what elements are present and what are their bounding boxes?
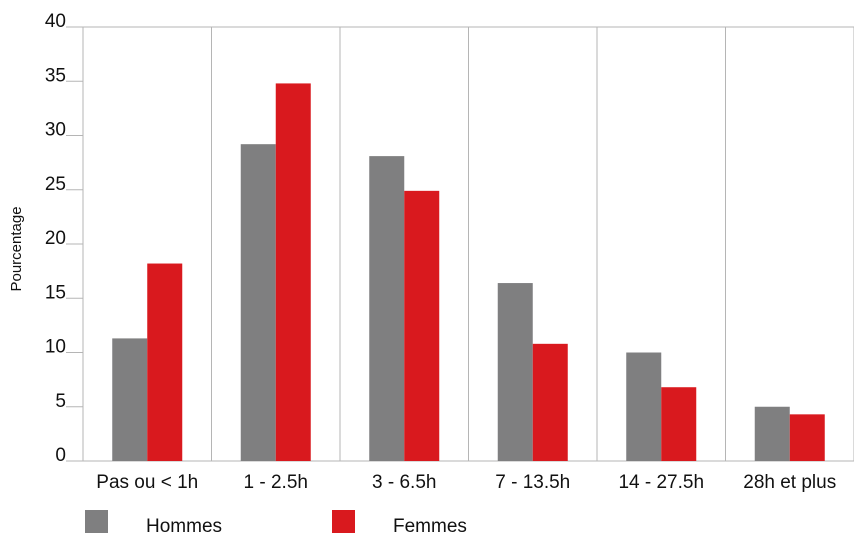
bars: [112, 83, 825, 462]
y-tick-label: 0: [55, 445, 66, 466]
bar-femmes: [661, 387, 697, 461]
bar-hommes: [754, 406, 790, 461]
bar-femmes: [789, 414, 825, 461]
legend-label: Hommes: [146, 516, 222, 534]
grid-lines: [82, 26, 854, 462]
y-tick-label: 20: [45, 228, 66, 249]
y-tick-label: 15: [45, 282, 66, 303]
y-tick-label: 10: [45, 337, 66, 358]
legend-swatch: [332, 510, 355, 533]
legend-swatch: [85, 510, 108, 533]
legend-label: Femmes: [393, 516, 467, 534]
y-tick-label: 30: [45, 120, 66, 141]
x-tick-label: 1 - 2.5h: [244, 472, 308, 493]
x-tick-label: 14 - 27.5h: [618, 472, 704, 493]
bar-femmes: [275, 83, 311, 462]
x-tick-label: Pas ou < 1h: [96, 472, 198, 493]
bar-hommes: [369, 156, 405, 462]
bar-femmes: [532, 343, 568, 461]
bar-femmes: [404, 190, 440, 461]
x-axis-ticks: Pas ou < 1h 1 - 2.5h 3 - 6.5h 7 - 13.5h 14 -…: [96, 472, 836, 493]
y-axis-ticks: 0 5 10 15 20 25 30 35 40: [45, 11, 83, 466]
legend: Hommes Femmes: [85, 510, 467, 534]
bar-hommes: [497, 283, 533, 461]
y-tick-label: 35: [45, 65, 66, 86]
y-tick-label: 25: [45, 174, 66, 195]
y-axis-label: Pourcentage: [8, 206, 25, 291]
y-tick-label: 40: [45, 11, 66, 32]
y-tick-label: 5: [55, 391, 66, 412]
x-tick-label: 7 - 13.5h: [495, 472, 570, 493]
bar-femmes: [147, 263, 183, 461]
x-tick-label: 28h et plus: [743, 472, 836, 493]
x-tick-label: 3 - 6.5h: [372, 472, 436, 493]
bar-hommes: [112, 338, 148, 461]
bar-hommes: [240, 144, 276, 461]
bar-hommes: [626, 352, 662, 461]
